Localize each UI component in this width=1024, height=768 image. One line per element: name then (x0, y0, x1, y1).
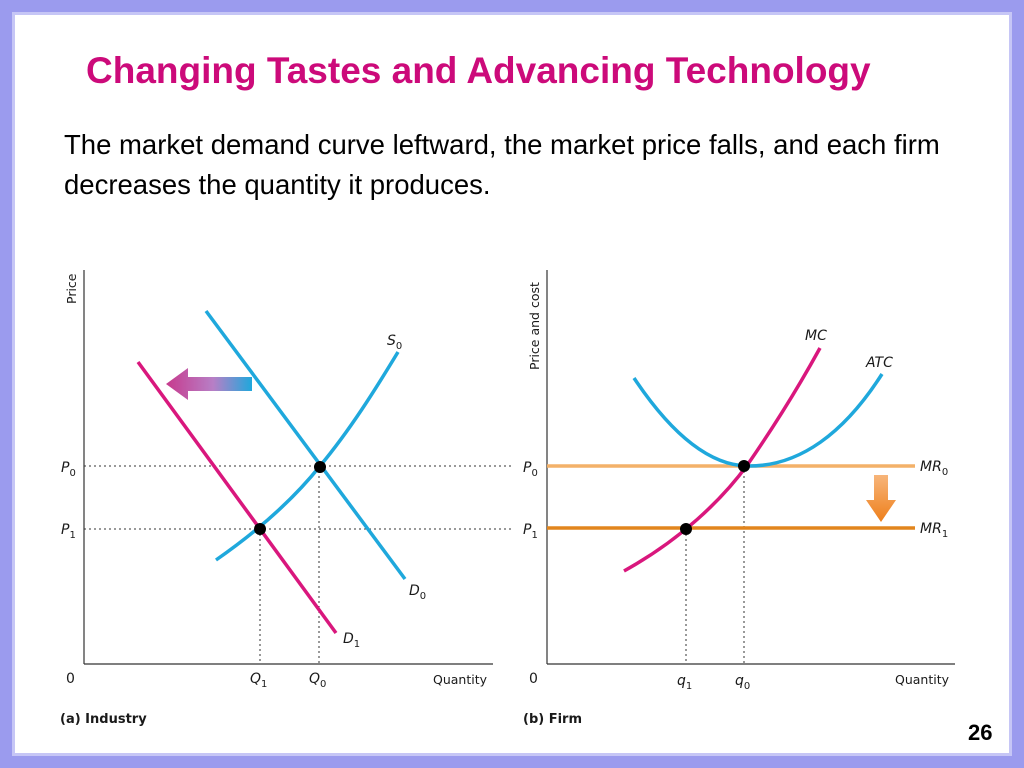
firm-tick-p1: P1 (523, 522, 538, 541)
industry-panel: Price Quantity 0 S0 D0 D1 P0 P1 Q1 Q0 (a… (60, 270, 512, 727)
firm-y-axis-title: Price and cost (527, 282, 542, 370)
label-atc: ATC (865, 355, 893, 371)
firm-x-axis-title: Quantity (895, 672, 950, 687)
label-mr1: MR1 (920, 521, 948, 540)
industry-y-axis-title: Price (64, 273, 79, 304)
firm-equilibrium-1 (680, 523, 692, 535)
industry-tick-p1: P1 (61, 522, 76, 541)
firm-origin-label: 0 (529, 671, 538, 687)
label-mc: MC (805, 328, 827, 344)
label-d0: D0 (409, 583, 426, 602)
industry-panel-caption: (a) Industry (60, 712, 147, 727)
firm-tick-p0: P0 (523, 460, 538, 479)
demand-curve-d0 (204, 309, 407, 581)
firm-panel: Price and cost Quantity 0 MC ATC MR0 MR1… (523, 270, 955, 727)
firm-tick-q1: q1 (677, 673, 692, 692)
firm-panel-caption: (b) Firm (523, 712, 582, 727)
industry-tick-q1: Q1 (250, 671, 267, 690)
slide-inner-border (12, 12, 1012, 756)
slide-body-text: The market demand curve leftward, the ma… (64, 129, 940, 200)
industry-x-axis-title: Quantity (433, 672, 488, 687)
slide-title: Changing Tastes and Advancing Technology (86, 50, 871, 91)
firm-tick-q0: q0 (735, 673, 750, 692)
industry-equilibrium-1 (254, 523, 266, 535)
label-mr0: MR0 (920, 459, 948, 478)
label-s0: S0 (387, 333, 402, 352)
firm-equilibrium-0 (738, 460, 750, 472)
slide-number: 26 (968, 720, 993, 745)
industry-equilibrium-0 (314, 461, 326, 473)
demand-curve-d1 (136, 360, 338, 635)
label-d1: D1 (343, 631, 360, 650)
industry-origin-label: 0 (66, 671, 75, 687)
arrow-down-icon (866, 475, 896, 522)
industry-tick-q0: Q0 (309, 671, 326, 690)
industry-tick-p0: P0 (61, 460, 76, 479)
arrow-left-icon (166, 368, 252, 400)
